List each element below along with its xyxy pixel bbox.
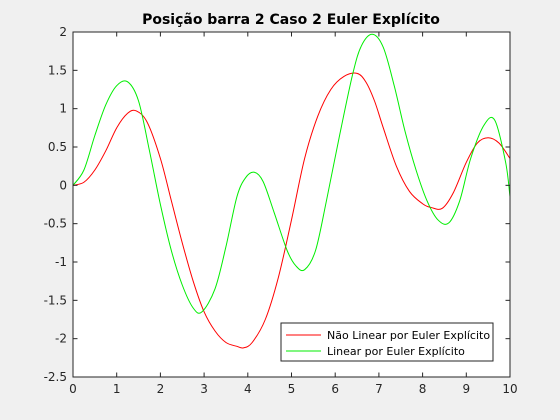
x-tick-label: 2 xyxy=(157,382,165,396)
y-tick-label: -2.5 xyxy=(44,370,67,384)
x-tick-label: 9 xyxy=(462,382,470,396)
plot-area xyxy=(73,32,510,377)
y-tick-label: -1 xyxy=(55,255,67,269)
y-tick-label: 0 xyxy=(59,178,67,192)
axis-ticks: 0 1 2 3 4 5 6 7 8 9 10 -2.5 -2 -1.5 -1 -0.5 0 0.5 1 1.5 2 xyxy=(44,25,518,396)
y-tick-label: -0.5 xyxy=(44,217,67,231)
y-tick-label: 2 xyxy=(59,25,67,39)
series-lines xyxy=(72,33,511,349)
series-line-1 xyxy=(72,33,511,314)
chart-title: Posição barra 2 Caso 2 Euler Explícito xyxy=(142,12,440,28)
x-tick-label: 6 xyxy=(331,382,339,396)
x-tick-label: 3 xyxy=(200,382,208,396)
legend: Não Linear por Euler Explícito Linear po… xyxy=(280,322,494,362)
x-tick-label: 1 xyxy=(113,382,121,396)
x-tick-label: 4 xyxy=(244,382,252,396)
y-tick-label: 1.5 xyxy=(48,63,67,77)
x-tick-label: 7 xyxy=(375,382,383,396)
y-tick-label: 0.5 xyxy=(48,140,67,154)
y-tick-label: -2 xyxy=(55,332,67,346)
y-tick-label: 1 xyxy=(59,102,67,116)
y-tick-label: -1.5 xyxy=(44,293,67,307)
x-tick-label: 5 xyxy=(288,382,296,396)
x-tick-label: 0 xyxy=(69,382,77,396)
x-tick-label: 10 xyxy=(502,382,517,396)
x-tick-label: 8 xyxy=(419,382,427,396)
legend-box xyxy=(280,322,494,362)
legend-label-linear: Linear por Euler Explícito xyxy=(327,345,465,358)
legend-label-nonlinear: Não Linear por Euler Explícito xyxy=(327,329,490,342)
